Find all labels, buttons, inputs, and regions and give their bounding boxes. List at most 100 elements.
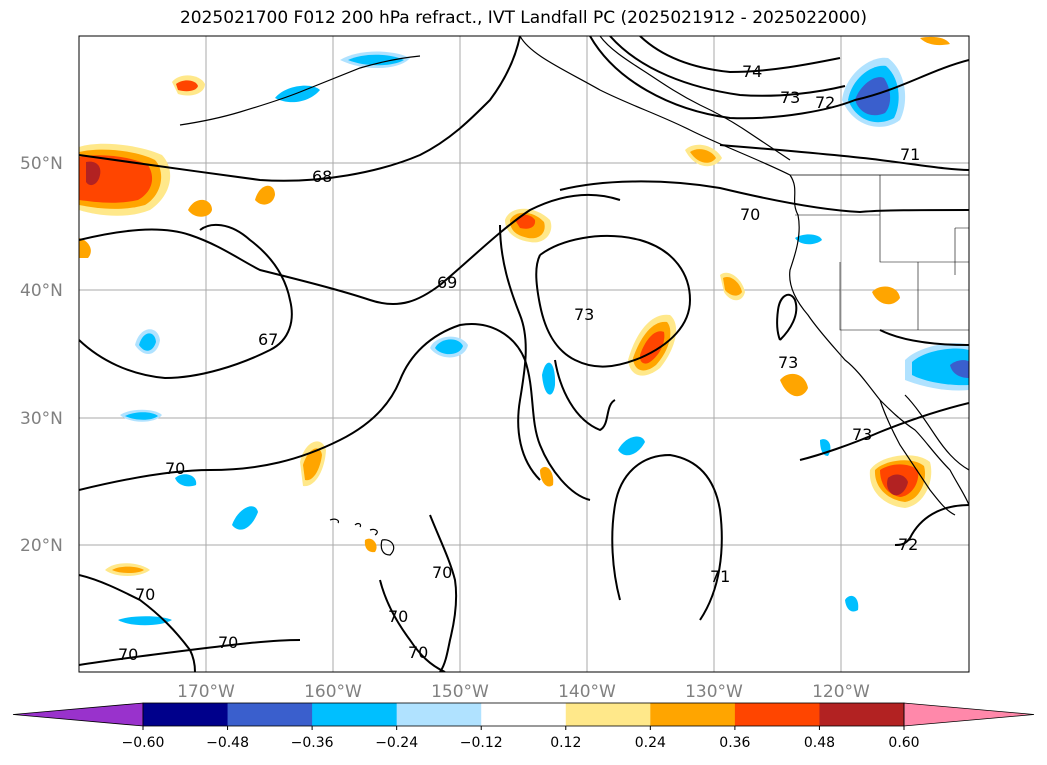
contour-label: 67: [258, 330, 278, 349]
map-panel: 74 73 72 71 70 68 69 67 73 73 70 73 72 7…: [79, 36, 969, 672]
contour-label: 69: [437, 273, 457, 292]
cool-blob: [950, 360, 969, 378]
contour-label: 74: [742, 62, 762, 81]
contour-label: 73: [574, 305, 594, 324]
warm-blob: [79, 238, 91, 258]
colorbar-tick-label: 0.24: [635, 735, 666, 751]
contour-68: [79, 36, 521, 182]
contour-71: [719, 144, 969, 171]
colorbar-segment: [227, 703, 313, 726]
contour-70: [429, 514, 458, 672]
contour-73: [776, 293, 798, 341]
cool-blob: [175, 474, 197, 487]
aleutian-islands: [179, 55, 421, 126]
north-america-coast: [519, 36, 969, 506]
contour-70: [379, 579, 446, 672]
alaska-panhandle: [599, 36, 791, 161]
colorbar-segment: [312, 703, 398, 726]
refractivity-contours: [79, 36, 969, 672]
contour-70: [79, 323, 591, 501]
contour-73: [609, 36, 846, 97]
contour-67: [79, 223, 293, 380]
warm-blob: [188, 199, 212, 217]
contour-70: [79, 639, 301, 666]
cool-blob: [618, 436, 645, 456]
colorbar-tick-label: −0.24: [375, 735, 418, 751]
lat-label: 20°N: [20, 536, 63, 556]
colorbar-tick-labels: −0.60 −0.48 −0.36 −0.24 −0.12 0.12 0.24 0.36 0.4…: [122, 726, 920, 751]
colorbar-tick-label: 0.48: [804, 735, 835, 751]
contour-label: 68: [312, 167, 332, 186]
colorbar-segment: [734, 703, 820, 726]
contour-label: 71: [710, 567, 730, 586]
lon-label: 120°W: [812, 682, 870, 702]
latitude-labels: 50°N 40°N 30°N 20°N: [20, 154, 63, 556]
contour-69: [79, 193, 621, 305]
cool-blob: [435, 339, 463, 355]
contour-71: [611, 453, 723, 621]
contour-71: [554, 359, 616, 432]
contour-73: [799, 402, 969, 461]
colorbar-segment: [650, 703, 736, 726]
contour-label: 71: [900, 145, 920, 164]
warm-blob: [690, 149, 716, 163]
cool-blob: [912, 348, 969, 386]
contour-labels: 74 73 72 71 70 68 69 67 73 73 70 73 72 7…: [118, 62, 920, 664]
shaded-anomalies: [79, 36, 969, 626]
lon-label: 150°W: [431, 682, 489, 702]
contour-label: 72: [898, 535, 918, 554]
contour-72: [589, 36, 969, 120]
warm-blob: [887, 474, 908, 496]
colorbar: [12, 702, 1035, 727]
lon-label: 130°W: [685, 682, 743, 702]
contour-label: 73: [778, 353, 798, 372]
lon-label: 170°W: [177, 682, 235, 702]
contour-label: 70: [165, 459, 185, 478]
lat-label: 30°N: [20, 409, 63, 429]
warm-blob: [364, 538, 377, 553]
contour-72: [894, 504, 969, 546]
colorbar-tick-label: −0.36: [291, 735, 334, 751]
colorbar-segment: [481, 703, 567, 726]
contour-label: 70: [740, 205, 760, 224]
state-borders: [795, 175, 969, 331]
cool-blob: [542, 362, 556, 395]
cool-blob: [348, 54, 404, 66]
warm-blob: [920, 36, 950, 46]
gulf-coast: [904, 394, 969, 471]
colorbar-extend-min: [12, 702, 144, 727]
contour-label: 70: [135, 585, 155, 604]
colorbar-frame: [142, 702, 905, 727]
map-title: 2025021700 F012 200 hPa refract., IVT La…: [179, 8, 867, 28]
colorbar-extend-max: [903, 702, 1035, 727]
colorbar-tick-label: 0.36: [719, 735, 750, 751]
contour-label: 70: [432, 563, 452, 582]
colorbar-tick-label: −0.60: [122, 735, 165, 751]
coastlines: [179, 36, 969, 556]
cool-blob: [845, 595, 859, 612]
contour-label: 72: [815, 93, 835, 112]
colorbar-segment: [819, 703, 905, 726]
lat-label: 40°N: [20, 281, 63, 301]
warm-blob: [723, 276, 742, 296]
contour-72: [879, 329, 969, 346]
cool-blob: [275, 85, 320, 103]
colorbar-segment: [565, 703, 651, 726]
warm-blob: [112, 566, 144, 573]
colorbar-tick-label: −0.12: [460, 735, 503, 751]
contour-70: [559, 180, 969, 214]
map-frame: [78, 35, 970, 673]
cool-blob: [125, 412, 158, 420]
gridlines: [79, 36, 969, 672]
colorbar-tick-label: 0.12: [550, 735, 581, 751]
lat-label: 50°N: [20, 154, 63, 174]
longitude-labels: 170°W 160°W 150°W 140°W 130°W 120°W: [177, 682, 870, 702]
hawaiian-islands: [329, 518, 395, 556]
contour-label: 73: [780, 88, 800, 107]
contour-label: 70: [408, 643, 428, 662]
warm-blob: [872, 286, 900, 305]
warm-blob: [540, 466, 554, 487]
contour-label: 70: [388, 607, 408, 626]
contour-73: [535, 234, 692, 368]
